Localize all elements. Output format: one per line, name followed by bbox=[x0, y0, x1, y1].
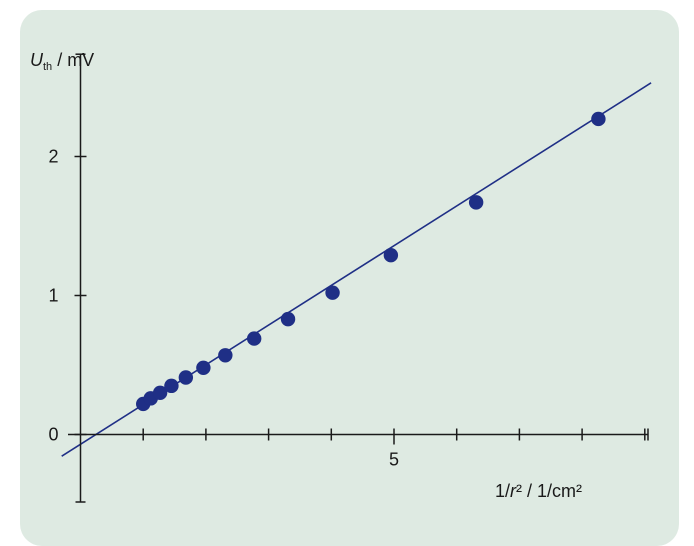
data-point bbox=[164, 378, 179, 394]
data-point bbox=[196, 360, 211, 375]
y-tick-label: 2 bbox=[48, 147, 58, 167]
chart-panel bbox=[20, 10, 679, 546]
x-tick-label: 5 bbox=[389, 450, 399, 470]
data-point bbox=[280, 311, 296, 327]
y-tick-label: 0 bbox=[48, 425, 58, 445]
y-tick-label: 1 bbox=[48, 286, 58, 306]
data-point bbox=[218, 348, 233, 363]
data-point bbox=[591, 111, 606, 127]
data-point bbox=[325, 285, 340, 300]
data-point bbox=[468, 195, 484, 210]
data-point bbox=[152, 385, 168, 400]
data-point bbox=[383, 247, 399, 263]
data-point bbox=[178, 370, 194, 385]
x-axis-label: 1/r² / 1/cm² bbox=[495, 481, 582, 501]
y-axis-label: Uth / mV bbox=[30, 50, 94, 73]
data-point bbox=[246, 331, 262, 346]
